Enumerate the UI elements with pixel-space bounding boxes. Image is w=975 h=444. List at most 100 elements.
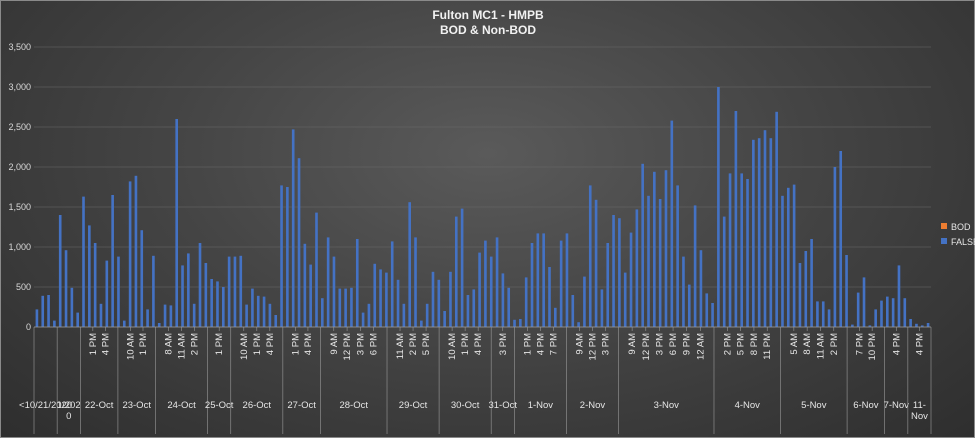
bar-false [204,263,208,327]
x-tick-label: 4 PM [303,333,314,355]
chart-title: Fulton MC1 - HMPB [432,8,544,22]
bar-false [326,237,330,327]
x-tick-label: 3 PM [498,333,509,355]
bar-false [437,279,441,327]
x-tick-label: 9 AM [627,333,638,355]
bar-false [740,173,744,327]
x-tick-label: 8 PM [749,333,760,355]
bar-false [82,196,85,327]
bar-false [513,319,516,327]
x-tick-label: 4 PM [891,333,902,355]
bar-false [804,251,808,327]
x-tick-label: 1 PM [290,333,301,355]
x-group-label: 0 [66,411,71,422]
bar-false [309,264,312,327]
bar-false [524,277,528,327]
bar-false [268,303,272,327]
bar-false [303,243,307,327]
bar-false [122,320,126,327]
bar-false [449,271,452,327]
bar-false [140,230,144,327]
y-tick-label: 3,000 [8,82,31,92]
x-tick-label: 9 AM [329,333,340,355]
bar-false [658,199,662,327]
bar-false [379,269,382,327]
bars [35,87,930,327]
bar-false [76,312,79,327]
bar-false [64,250,68,327]
bar-false [693,205,697,327]
x-group-label: 4-Nov [735,400,761,411]
x-tick-label: 6 PM [369,333,380,355]
bar-false [798,263,802,327]
y-tick-label: 0 [26,322,31,332]
bar-false [344,288,347,327]
bar-false [99,303,103,327]
bar-false [816,301,819,327]
x-tick-label: 8 AM [802,333,813,355]
bar-false [88,225,91,327]
bar-false [332,256,336,327]
bar-false [117,256,120,327]
bar-false [664,170,668,327]
bar-false [833,167,837,327]
bar-false [245,304,248,327]
legend-label-bod: BOD [951,222,971,232]
bar-false [542,233,545,327]
bar-false [786,187,790,327]
bar-false [262,296,266,327]
bar-false [641,163,644,327]
bar-false [280,185,283,327]
x-tick-label: 4 PM [535,333,546,355]
x-tick-label: 3 PM [600,333,611,355]
bar-false [489,256,493,327]
x-tick-label: 12 PM [641,333,652,361]
bar-false [618,218,621,327]
bar-false [420,320,423,327]
x-tick-label: 4 PM [265,333,276,355]
bar-false [717,87,720,327]
y-axis: 0 500 1,000 1,500 2,000 2,500 3,000 3,500 [8,42,31,332]
bar-false [70,287,74,327]
bar-false [431,271,435,327]
bar-false [210,279,213,327]
x-tick-label: 8 AM [164,333,175,355]
bar-false [321,298,324,327]
bar-false [396,279,400,327]
bar-false [181,265,184,327]
x-group-label: 1-Nov [528,400,554,411]
bar-false [157,323,161,327]
y-tick-label: 1,500 [8,202,31,212]
bar-false [128,181,132,327]
x-tick-label: 1 PM [88,333,99,355]
x-group-label: 29-Oct [399,400,428,411]
bar-false [792,184,796,327]
bar-false [402,303,406,327]
x-tick-label: 1 PM [138,333,149,355]
legend-label-false: FALSE [951,237,975,247]
x-tick-label: 6 PM [668,333,679,355]
bar-false [728,173,732,327]
x-group-label: 24-Oct [167,400,196,411]
bar-false [874,309,877,327]
bar-false [256,295,260,327]
bar-false [862,277,866,327]
x-tick-label: 2 PM [408,333,419,355]
bar-false [443,311,446,327]
bar-false [233,256,237,327]
bar-false [216,281,219,327]
x-tick-label: 2 PM [722,333,733,355]
bar-false [891,298,895,327]
x-tick-label: 4 PM [100,333,111,355]
bar-false [297,158,301,327]
bar-false [373,263,377,327]
bar-false [909,319,912,327]
x-tick-label: 5 AM [789,333,800,355]
bar-false [472,289,476,327]
y-tick-label: 2,000 [8,162,31,172]
bar-false [769,138,773,327]
bar-false [41,295,45,327]
x-tick-label: 10 AM [125,333,136,360]
bar-false [93,243,97,327]
bar-false [670,120,674,327]
